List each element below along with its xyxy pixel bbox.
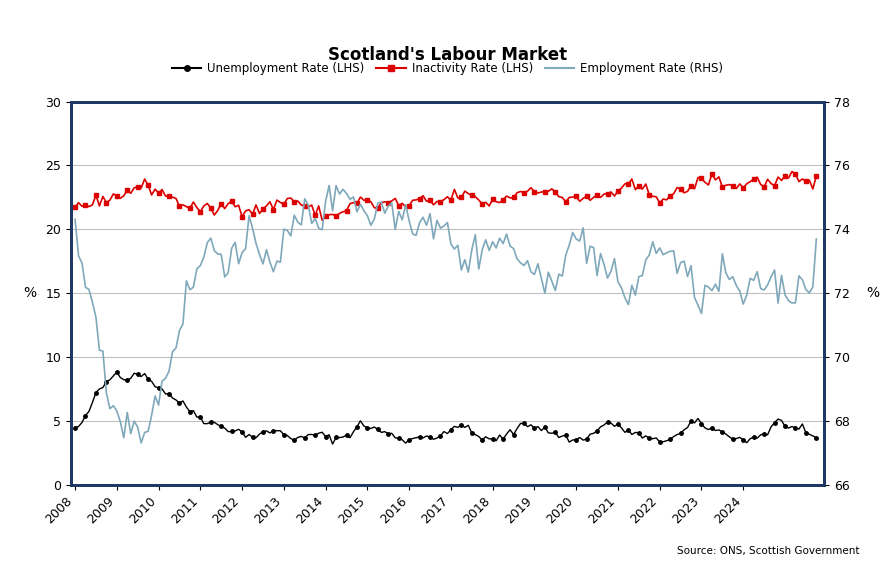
Legend: Unemployment Rate (LHS), Inactivity Rate (LHS), Employment Rate (RHS): Unemployment Rate (LHS), Inactivity Rate… xyxy=(167,58,727,80)
Title: Scotland's Labour Market: Scotland's Labour Market xyxy=(328,46,567,64)
Y-axis label: O: O xyxy=(39,293,40,294)
Text: %: % xyxy=(867,287,880,300)
Text: %: % xyxy=(23,287,36,300)
Text: Source: ONS, Scottish Government: Source: ONS, Scottish Government xyxy=(677,545,859,556)
